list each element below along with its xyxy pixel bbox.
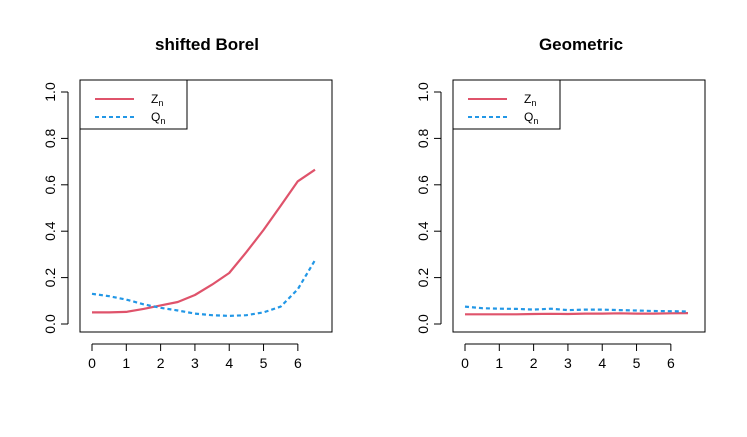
series-line-z xyxy=(465,312,689,316)
legend-label-z: Zn xyxy=(151,92,163,108)
y-tick-label: 0.4 xyxy=(42,221,58,241)
plot-frame xyxy=(452,79,706,333)
series-group xyxy=(464,305,689,316)
panel-geometric: Geometric 0 1 2 3 4 5 6 0.0 0.2 0.4 0.6 0.8 1.0 Zn Q… xyxy=(415,35,706,371)
legend-box xyxy=(79,79,188,130)
axis-ticks: 0 1 2 3 4 5 6 0.0 0.2 0.4 0.6 0.8 1.0 xyxy=(415,82,675,371)
x-tick-label: 1 xyxy=(122,355,130,371)
y-tick-label: 0.6 xyxy=(415,175,431,195)
y-tick-label: 0.2 xyxy=(42,268,58,288)
legend: Zn Qn xyxy=(79,79,188,130)
x-tick-label: 4 xyxy=(225,355,233,371)
x-tick-label: 5 xyxy=(260,355,268,371)
legend-label-z: Zn xyxy=(524,92,536,108)
series-group xyxy=(91,168,316,317)
y-tick-label: 0.8 xyxy=(415,128,431,148)
chart-title: Geometric xyxy=(539,35,623,54)
panel-shifted-borel: shifted Borel 0 1 2 3 4 5 60.00.20.40.60.81.0 … xyxy=(42,35,333,371)
x-tick-label: 4 xyxy=(598,355,606,371)
x-tick-label: 6 xyxy=(294,355,302,371)
x-tick-label: 5 xyxy=(633,355,641,371)
x-tick-label: 2 xyxy=(157,355,165,371)
x-tick-label: 3 xyxy=(191,355,199,371)
x-tick-label: 3 xyxy=(564,355,572,371)
legend-box xyxy=(452,79,561,130)
legend-label-q: Qn xyxy=(151,110,165,126)
y-tick-label: 0.4 xyxy=(415,221,431,241)
series-line-q xyxy=(464,305,689,313)
y-tick-label: 1.0 xyxy=(42,82,58,102)
y-tick-label: 0.2 xyxy=(415,268,431,288)
y-tick-label: 0.8 xyxy=(42,128,58,148)
y-tick-label: 1.0 xyxy=(415,82,431,102)
y-tick-label: 0.0 xyxy=(42,314,58,334)
x-tick-label: 6 xyxy=(667,355,675,371)
x-tick-label: 0 xyxy=(88,355,96,371)
chart-title: shifted Borel xyxy=(155,35,259,54)
x-tick-label: 0 xyxy=(461,355,469,371)
legend-label-q: Qn xyxy=(524,110,538,126)
x-tick-label: 1 xyxy=(495,355,503,371)
y-tick-label: 0.6 xyxy=(42,175,58,195)
axis-ticks: 0 1 2 3 4 5 6 0.0 0.2 0.4 0.6 0.8 1.0 xyxy=(42,82,302,371)
legend: Zn Qn xyxy=(452,79,561,130)
plot-frame xyxy=(79,79,333,333)
series-line-z xyxy=(92,168,316,314)
y-tick-label: 0.0 xyxy=(415,314,431,334)
x-tick-label: 2 xyxy=(530,355,538,371)
series-line-q xyxy=(91,259,316,317)
